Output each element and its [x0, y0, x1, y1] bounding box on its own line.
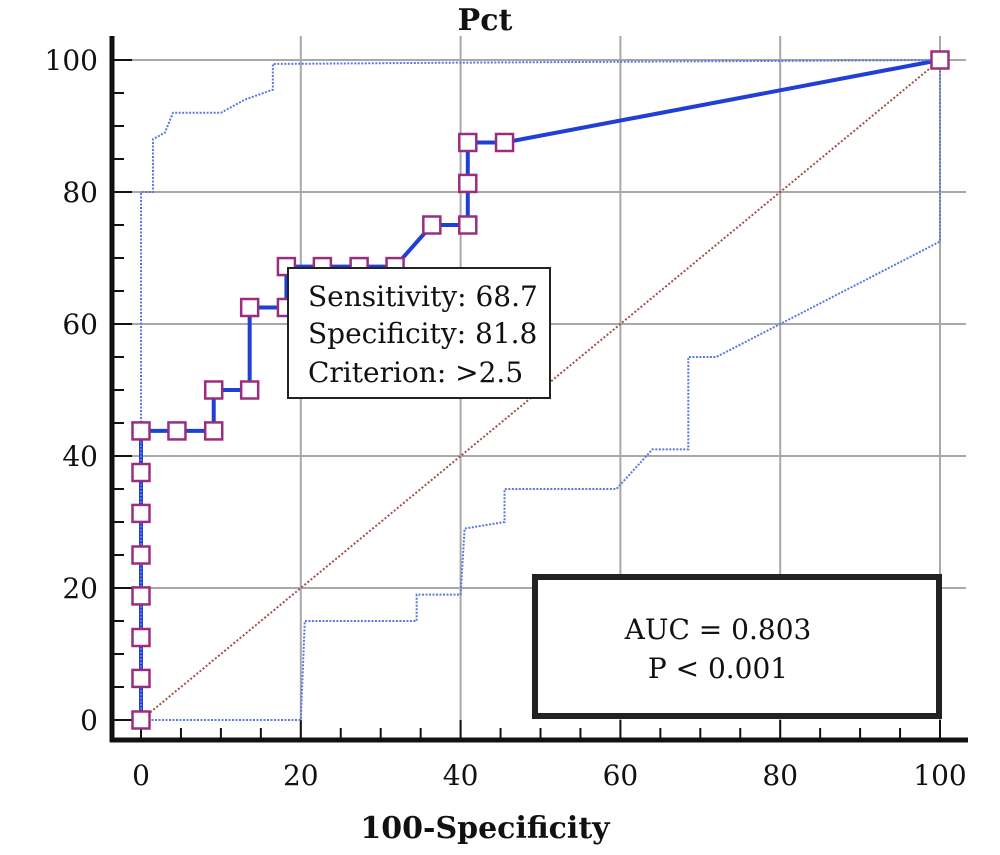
- y-tick-label: 0: [80, 704, 98, 737]
- annotation-criterion: Criterion: >2.5: [308, 356, 523, 389]
- roc-point: [458, 215, 478, 235]
- roc-point: [422, 215, 442, 235]
- x-tick-label: 60: [603, 759, 639, 792]
- annotation-sensitivity: Sensitivity: 68.7: [308, 280, 538, 313]
- reference-line: [140, 59, 941, 721]
- annotation-box: Sensitivity: 68.7 Specificity: 81.8 Crit…: [287, 267, 551, 399]
- roc-point: [203, 380, 224, 400]
- annotation-specificity: Specificity: 81.8: [308, 317, 537, 350]
- axes: [109, 36, 968, 743]
- x-tick-label: 0: [132, 759, 150, 792]
- x-tick-label: 80: [762, 759, 798, 792]
- roc-point: [167, 421, 187, 441]
- roc-point: [239, 297, 260, 318]
- roc-point: [131, 545, 151, 565]
- chart-title: Pct: [458, 3, 513, 38]
- x-axis-title: 100-Specificity: [360, 811, 611, 846]
- x-tick-label: 20: [283, 759, 319, 792]
- lower-ci-line: [141, 60, 941, 721]
- roc-point: [239, 380, 260, 400]
- stats-box: AUC = 0.803 P < 0.001: [532, 574, 942, 719]
- y-tick-label: 80: [62, 176, 98, 209]
- roc-point: [131, 586, 151, 606]
- x-tick-label: 40: [443, 759, 479, 792]
- roc-point: [131, 462, 151, 483]
- auc-label: AUC = 0.803: [624, 613, 812, 646]
- roc-point: [131, 627, 151, 648]
- x-tick-label: 100: [913, 759, 966, 792]
- y-tick-label: 20: [62, 572, 98, 605]
- roc-point: [494, 132, 515, 153]
- y-tick-label: 40: [62, 440, 98, 473]
- tick-labels: 0 20 40 60 80 100 0 20 40 60 80 100: [45, 44, 967, 792]
- roc-point: [131, 421, 151, 441]
- roc-point: [458, 132, 478, 153]
- roc-point: [930, 50, 950, 70]
- y-tick-label: 60: [62, 308, 98, 341]
- roc-point: [203, 421, 224, 441]
- upper-ci-line: [140, 59, 941, 720]
- roc-point: [131, 503, 151, 524]
- roc-point: [131, 668, 151, 689]
- roc-point: [458, 173, 478, 194]
- p-value-label: P < 0.001: [648, 652, 788, 685]
- y-tick-label: 100: [45, 44, 98, 77]
- roc-point: [131, 710, 151, 730]
